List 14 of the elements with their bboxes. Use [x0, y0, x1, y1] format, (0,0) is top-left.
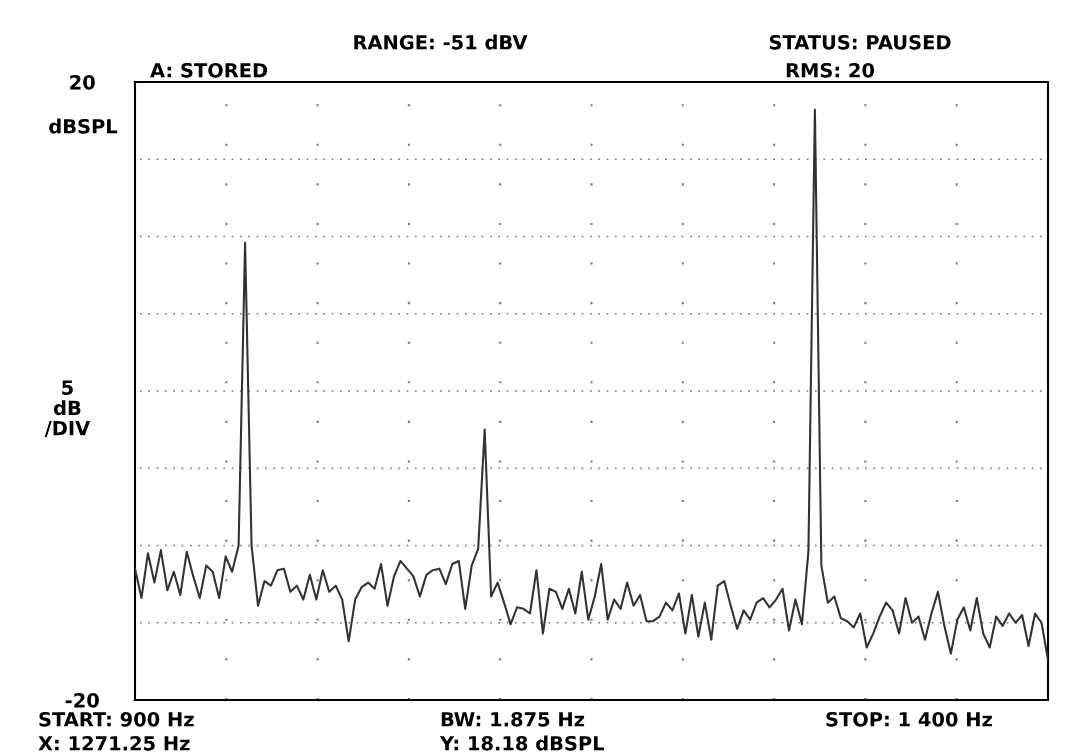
text: X: 1271.25 Hz [38, 735, 190, 751]
text: STOP: 1 400 Hz [826, 711, 992, 727]
text: A: STORED [150, 62, 268, 78]
text: START: 900 Hz [39, 711, 194, 727]
y-axis-title: 5 dB /DIV [44, 380, 91, 438]
y-tick-label: -20 [65, 692, 99, 708]
line-series [135, 108, 1048, 661]
text: Y: 18.18 dBSPL [439, 735, 605, 751]
text: dBSPL [49, 118, 118, 134]
text: RANGE: -51 dBV [354, 34, 528, 50]
text: STATUS: PAUSED [769, 34, 951, 50]
text: BW: 1.875 Hz [441, 711, 585, 727]
y-tick-label: 20 [70, 74, 95, 90]
text: RMS: 20 [786, 62, 875, 78]
